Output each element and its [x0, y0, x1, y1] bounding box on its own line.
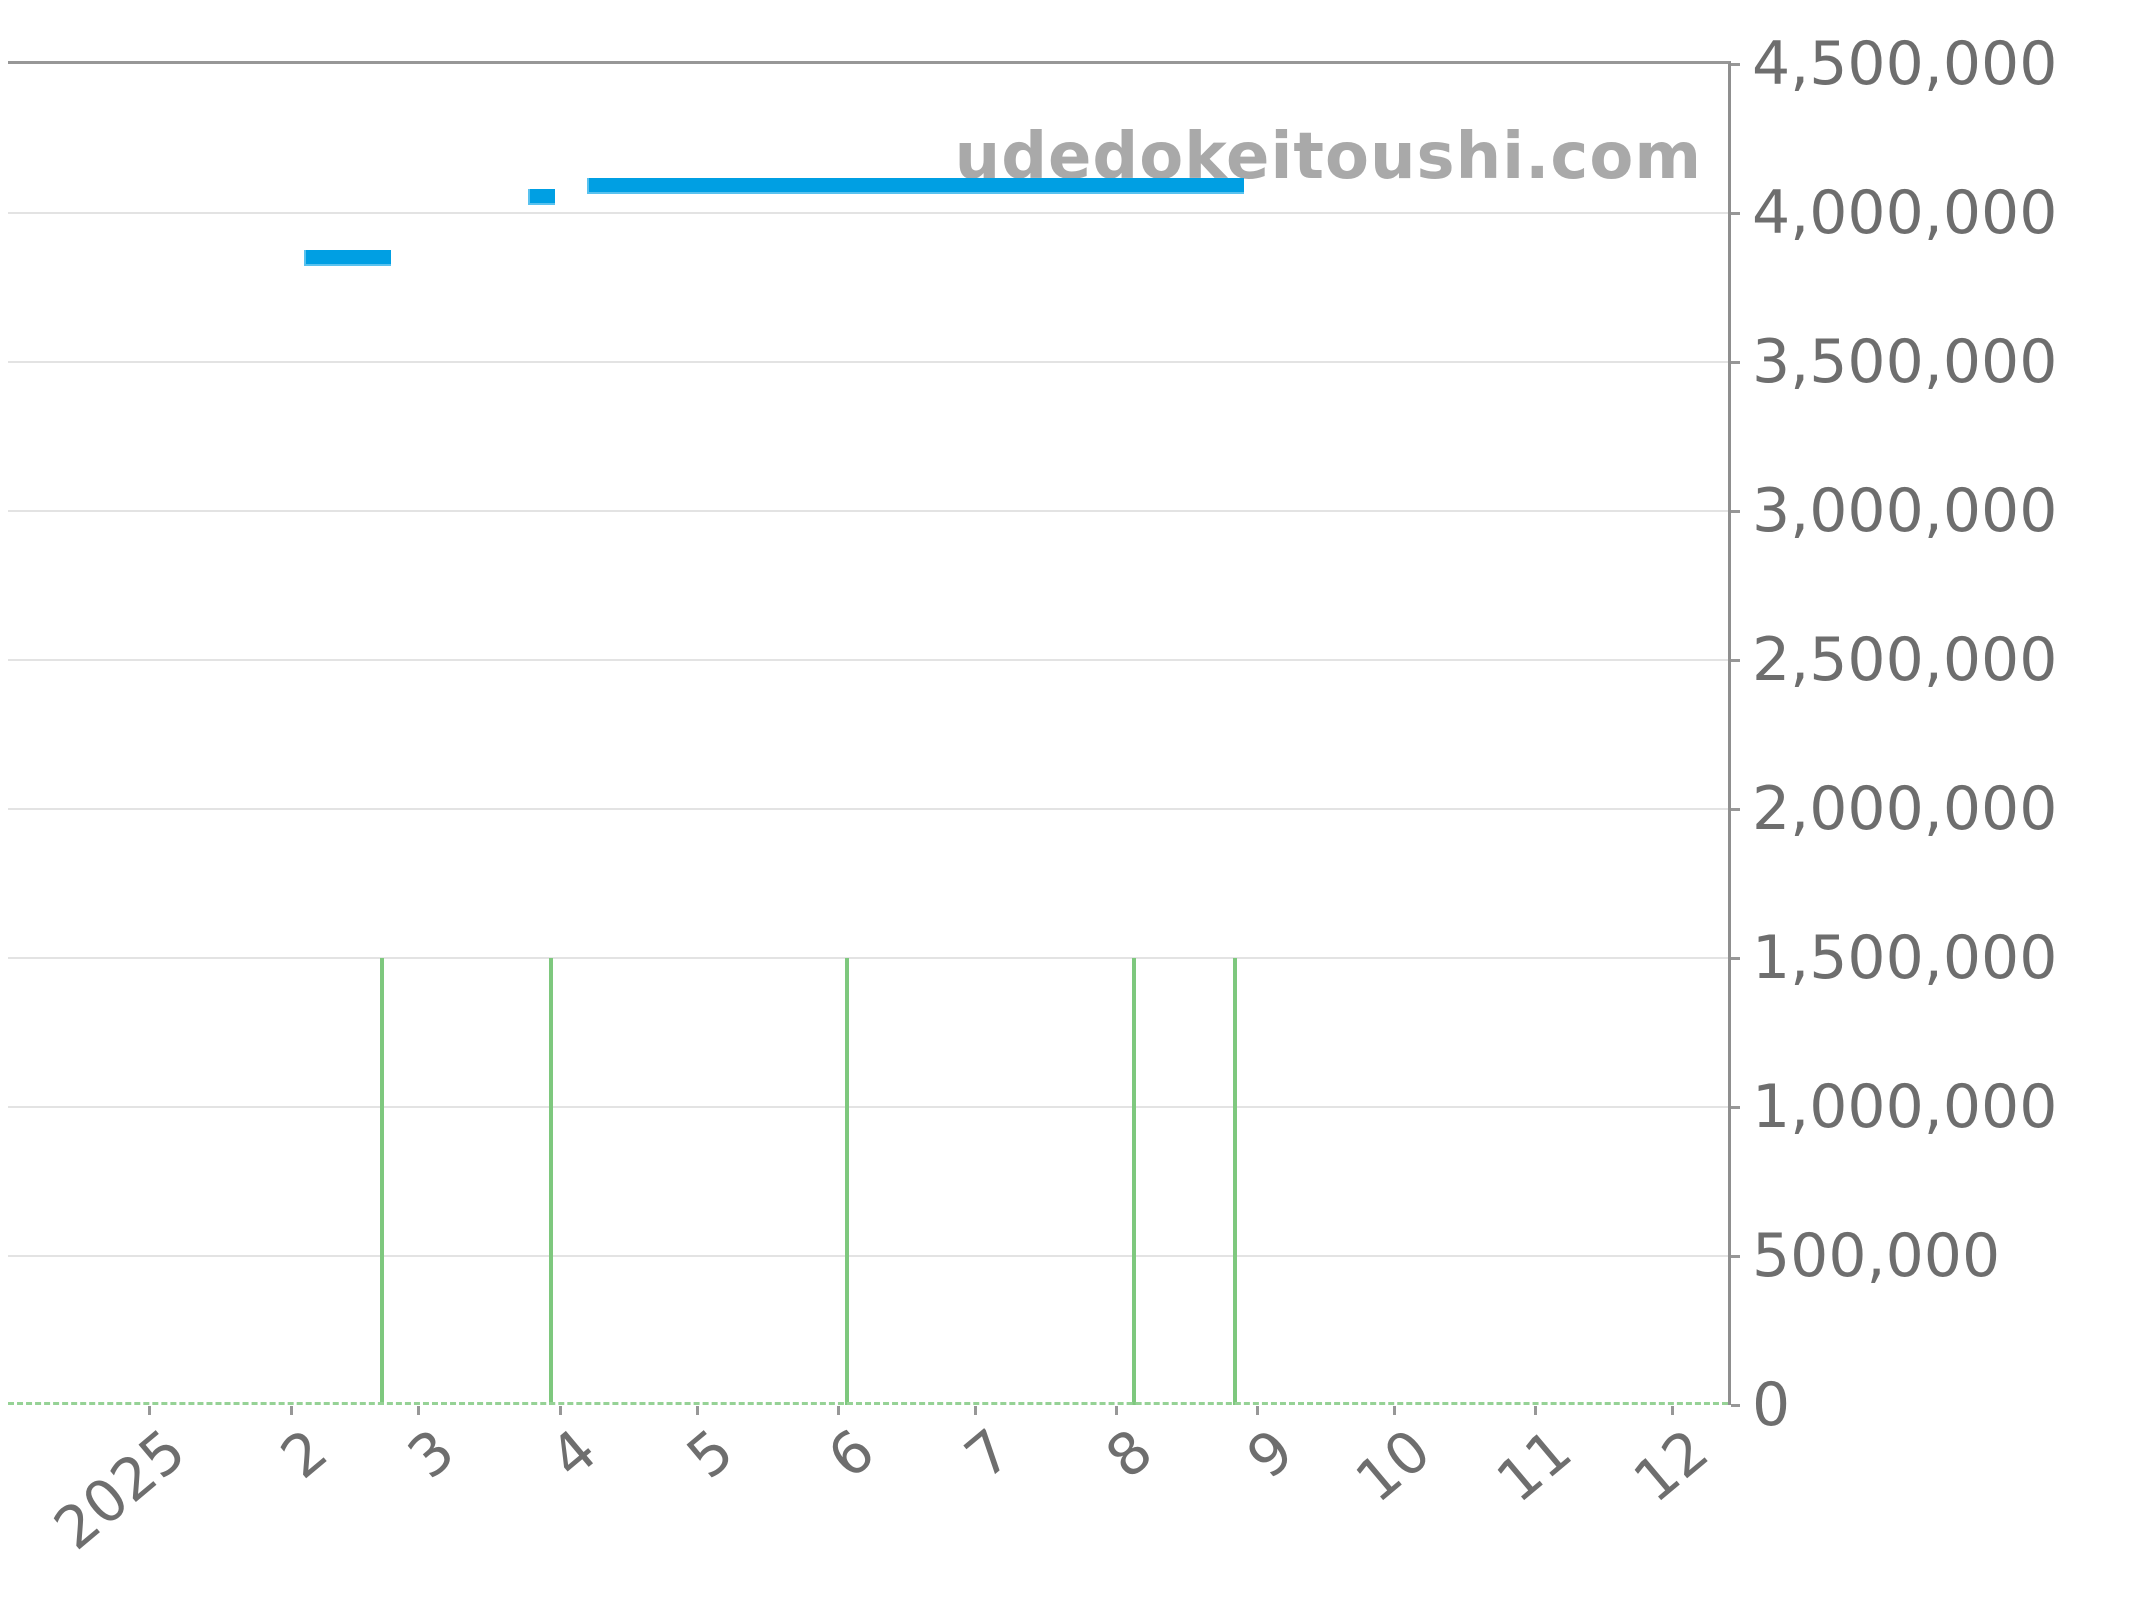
- x-axis-tick: [836, 1406, 840, 1415]
- y-axis-tick: [1731, 63, 1740, 66]
- y-axis-label: 4,000,000: [1752, 178, 2058, 248]
- y-axis-tick: [1731, 212, 1740, 215]
- h-gridline: [8, 212, 1728, 214]
- volume-bar: [1132, 958, 1137, 1405]
- price-segment: [304, 249, 391, 266]
- x-axis-tick: [1115, 1406, 1118, 1415]
- y-axis-tick: [1731, 808, 1740, 811]
- volume-bar: [379, 958, 384, 1405]
- h-gridline: [8, 957, 1728, 959]
- h-gridline: [8, 808, 1728, 810]
- y-axis-tick: [1731, 1255, 1740, 1258]
- h-gridline: [8, 361, 1728, 363]
- x-axis-tick: [148, 1406, 152, 1415]
- x-axis-tick: [695, 1406, 699, 1415]
- h-gridline: [8, 1106, 1728, 1108]
- x-axis-tick: [417, 1406, 421, 1415]
- y-axis-tick: [1731, 1404, 1740, 1407]
- h-gridline: [8, 1255, 1728, 1257]
- volume-bar: [1232, 958, 1237, 1405]
- x-axis-tick: [289, 1406, 293, 1415]
- x-axis-tick: [1671, 1406, 1675, 1415]
- y-axis-label: 3,000,000: [1752, 476, 2058, 546]
- y-axis-label: 4,500,000: [1752, 29, 2058, 99]
- y-axis-label: 1,000,000: [1752, 1072, 2058, 1142]
- y-axis-label: 2,000,000: [1752, 774, 2058, 844]
- h-gridline: [8, 510, 1728, 512]
- x-axis-tick: [1256, 1406, 1260, 1415]
- x-axis-tick: [1393, 1406, 1397, 1415]
- y-axis-tick: [1731, 361, 1740, 364]
- x-axis-tick: [558, 1406, 562, 1415]
- y-axis-label: 500,000: [1752, 1221, 2001, 1291]
- y-axis-tick: [1731, 510, 1740, 513]
- y-axis-label: 1,500,000: [1752, 923, 2058, 993]
- x-axis-tick: [973, 1406, 977, 1415]
- y-axis-label: 0: [1752, 1370, 1791, 1440]
- volume-bar: [844, 958, 849, 1405]
- y-axis-label: 3,500,000: [1752, 327, 2058, 397]
- y-axis-tick: [1731, 957, 1740, 960]
- y-axis-tick: [1731, 1106, 1740, 1109]
- price-segment: [527, 188, 556, 205]
- x-axis-tick: [1534, 1406, 1538, 1415]
- plot-area[interactable]: udedokeitoushi.com: [8, 61, 1731, 1405]
- y-axis-label: 2,500,000: [1752, 625, 2058, 695]
- price-segment: [587, 178, 1244, 195]
- h-gridline: [8, 659, 1728, 661]
- zero-baseline: [8, 1402, 1728, 1405]
- volume-bar: [548, 958, 553, 1405]
- y-axis-tick: [1731, 659, 1740, 662]
